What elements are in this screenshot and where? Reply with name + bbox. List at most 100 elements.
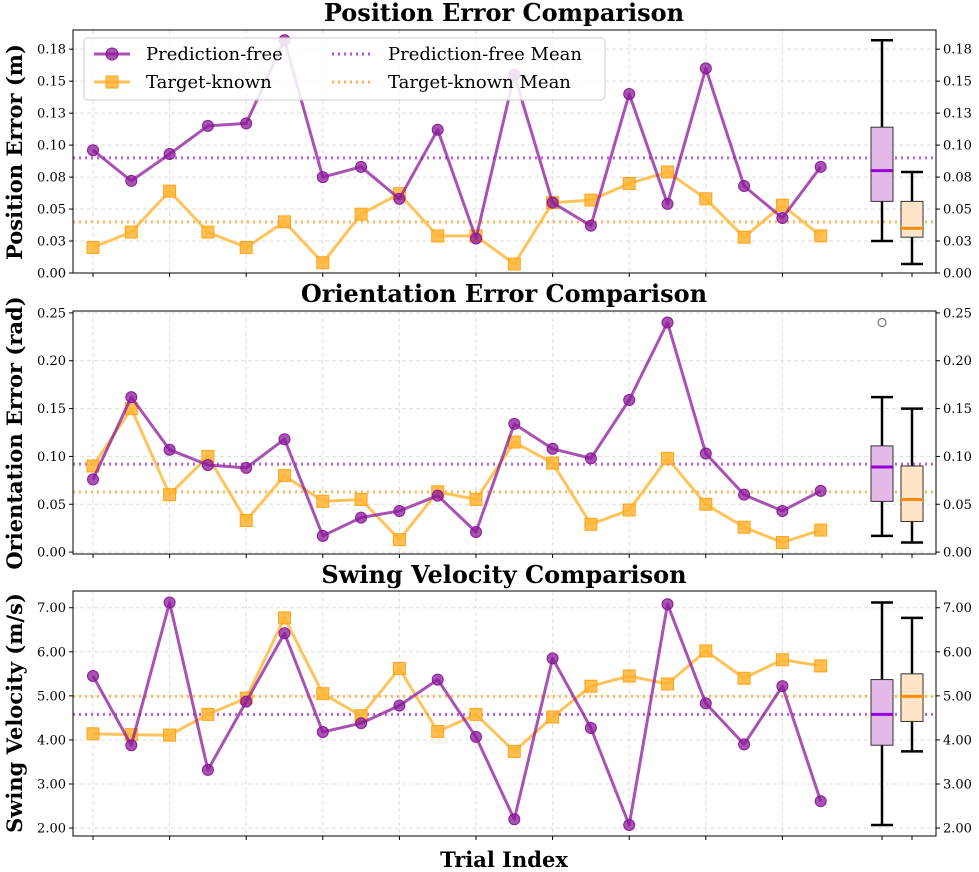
target-known-point	[354, 207, 368, 221]
prediction-free-series	[87, 316, 827, 542]
target-known-point	[86, 727, 100, 741]
y-tick-label-left: 4.00	[37, 733, 66, 748]
legend-target-known-marker	[105, 75, 119, 89]
target-known-point	[584, 517, 598, 531]
prediction-free-point	[738, 180, 751, 193]
target-known-point	[316, 687, 330, 701]
prediction-free-line	[91, 321, 822, 538]
target-known-point	[584, 193, 598, 207]
legend-frame	[83, 37, 606, 101]
panel-title: Orientation Error Comparison	[301, 279, 707, 308]
panel-title: Swing Velocity Comparison	[321, 560, 686, 589]
y-tick-label-right: 0.03	[943, 235, 972, 250]
prediction-free-point	[393, 504, 406, 517]
x-ticks	[92, 836, 913, 840]
y-tick-label-left: 0.10	[37, 139, 66, 154]
target-known-point	[86, 240, 100, 254]
axes-frame	[72, 29, 937, 274]
target-known-point	[699, 644, 713, 658]
y-axis-label: Orientation Error (rad)	[2, 296, 27, 569]
plot-area	[73, 311, 936, 554]
target-known-point	[699, 192, 713, 206]
prediction-free-point	[699, 62, 712, 75]
prediction-free-point	[240, 117, 253, 130]
y-tick-label-left: 0.13	[37, 107, 66, 122]
y-tick-label-left: 0.18	[37, 43, 66, 58]
position-error-panel: Position Error Comparison Position Error…	[2, 0, 972, 282]
x-axis-label: Trial Index	[440, 847, 568, 872]
y-tick-label-left: 0.15	[37, 75, 66, 90]
prediction-free-point	[278, 627, 291, 640]
prediction-free-boxplot	[870, 38, 894, 243]
target-known-point	[775, 536, 789, 550]
y-tick-label-right: 0.10	[943, 450, 972, 465]
prediction-free-series	[87, 34, 827, 245]
target-known-point	[239, 514, 253, 528]
prediction-free-point	[87, 144, 99, 157]
prediction-free-point	[355, 511, 368, 524]
target-known-point	[469, 707, 483, 721]
target-known-point	[507, 744, 521, 758]
target-known-point	[163, 184, 177, 198]
prediction-free-point	[699, 697, 712, 710]
target-known-point	[661, 451, 674, 465]
y-tick-label-right: 0.18	[943, 43, 972, 58]
prediction-free-point	[393, 192, 406, 205]
plot-area	[73, 30, 936, 274]
prediction-free-boxplot	[870, 317, 894, 538]
target-known-boxplot	[900, 616, 924, 753]
y-tick-label-left: 6.00	[37, 645, 66, 660]
prediction-free-point	[163, 148, 176, 161]
prediction-free-point	[470, 525, 482, 538]
prediction-free-series	[87, 596, 827, 831]
box-iqr	[900, 465, 924, 522]
axes-frame	[72, 590, 937, 837]
prediction-free-point	[623, 818, 636, 831]
target-known-boxplot	[900, 170, 924, 266]
swing-velocity-panel: Swing Velocity Comparison Swing Velocity…	[2, 560, 972, 872]
target-known-point	[737, 520, 751, 534]
prediction-free-point	[163, 443, 176, 456]
grid	[73, 311, 936, 554]
y-tick-label-right: 0.05	[943, 203, 972, 218]
y-tick-label-right: 0.15	[943, 402, 972, 417]
prediction-free-point	[355, 160, 368, 173]
target-known-point	[316, 256, 330, 270]
prediction-free-point	[470, 232, 482, 245]
x-ticks	[92, 273, 913, 277]
target-known-point	[661, 165, 674, 179]
prediction-free-point	[240, 695, 253, 708]
box-iqr	[870, 679, 894, 746]
prediction-free-line	[91, 601, 823, 827]
y-ticks: 0.00 0.00 0.03 0.03 0.05 0.05 0.08 0.08 0.10 0.10…	[37, 43, 972, 282]
y-tick-label-right: 0.15	[943, 75, 972, 90]
target-known-point	[622, 669, 636, 683]
y-axis-label: Swing Velocity (m/s)	[2, 593, 27, 833]
y-tick-label-left: 0.08	[37, 171, 66, 186]
y-tick-label-left: 0.25	[37, 306, 66, 321]
target-known-point	[546, 710, 560, 724]
target-known-series	[86, 611, 828, 758]
target-known-point	[163, 488, 177, 502]
y-tick-label-left: 7.00	[37, 601, 66, 616]
y-tick-label-right: 0.20	[943, 354, 972, 369]
y-tick-label-right: 0.25	[943, 306, 972, 321]
y-tick-label-right: 7.00	[943, 601, 972, 616]
y-tick-label-left: 0.00	[37, 546, 66, 561]
y-tick-label-right: 0.10	[943, 139, 972, 154]
legend: Prediction-free Target-known Prediction-…	[83, 37, 606, 101]
target-known-point	[278, 469, 291, 483]
target-known-point	[507, 257, 521, 271]
y-axis-label: Position Error (m)	[2, 44, 27, 260]
target-known-point	[814, 659, 828, 673]
prediction-free-point	[470, 730, 482, 743]
target-known-point	[775, 198, 789, 212]
prediction-free-point	[546, 196, 559, 209]
target-known-series	[86, 402, 828, 550]
prediction-free-point	[814, 160, 827, 173]
prediction-free-point	[87, 473, 99, 486]
target-known-point	[546, 456, 560, 470]
target-known-point	[278, 611, 291, 625]
target-known-point	[239, 240, 253, 254]
